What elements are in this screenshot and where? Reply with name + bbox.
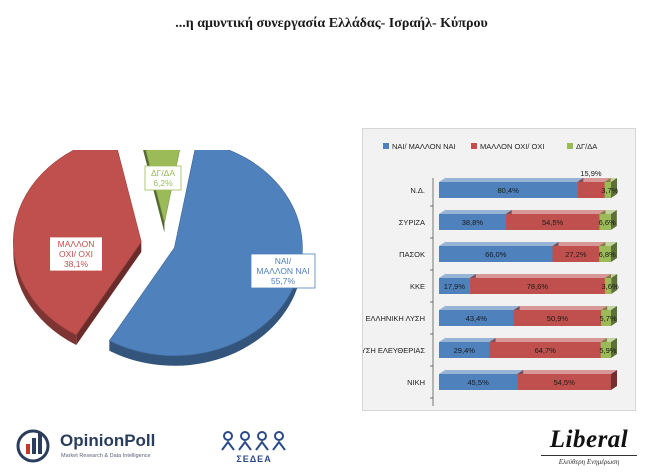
legend-item: ΔΓ/ΔΑ: [567, 142, 597, 151]
opinionpoll-logo: OpinionPoll Market Research & Data Intel…: [14, 426, 204, 466]
sedea-name: ΣΕΔΕΑ: [236, 454, 272, 464]
bar-segment: [604, 178, 617, 198]
pie-value-label: 55,7%: [271, 276, 296, 286]
category-label: ΕΛΛΗΝΙΚΗ ΛΥΣΗ: [365, 314, 425, 323]
liberal-logo: Liberal Ελεύθερη Ενημέρωση: [533, 426, 645, 470]
bar-value-label: 29,4%: [454, 346, 476, 355]
liberal-tagline: Ελεύθερη Ενημέρωση: [558, 458, 620, 466]
bar-value-label: 3,7%: [601, 186, 618, 195]
bar-value-label: 6,8%: [599, 250, 616, 259]
bar-value-label: 38,8%: [462, 218, 484, 227]
legend-item: ΜΑΛΛΟΝ ΟΧΙ/ ΟΧΙ: [471, 142, 544, 151]
legend-item: ΝΑΙ/ ΜΑΛΛΟΝ ΝΑΙ: [383, 142, 456, 151]
pie-category-label: ΜΑΛΛΟΝ: [58, 239, 95, 249]
bar-value-label: 50,9%: [547, 314, 569, 323]
pie-value-label: 6,2%: [153, 178, 173, 188]
bar-value-label: 17,9%: [444, 282, 466, 291]
category-label: ΚΚΕ: [410, 282, 425, 291]
category-label: ΣΥΡΙΖΑ: [399, 218, 425, 227]
pie-category-label: ΔΓ/ΔΑ: [151, 168, 175, 178]
bar-segment: [599, 210, 617, 230]
opinionpoll-tagline: Market Research & Data Intelligence: [61, 453, 151, 459]
bar-value-label: 54,5%: [542, 218, 564, 227]
bar-segment: [517, 370, 617, 390]
pie-value-label: 38,1%: [64, 259, 89, 269]
pie-slice-1: [108, 150, 303, 366]
bar-value-label: 15,9%: [580, 169, 602, 178]
bar-value-label: 45,5%: [467, 378, 489, 387]
legend-label: ΔΓ/ΔΑ: [576, 142, 597, 151]
liberal-name: Liberal: [549, 426, 629, 453]
category-label: ΝΙΚΗ: [407, 378, 425, 387]
sedea-mark-icon: [221, 431, 286, 451]
stacked-bar-chart-panel: ΝΑΙ/ ΜΑΛΛΟΝ ΝΑΙ ΜΑΛΛΟΝ ΟΧΙ/ ΟΧΙ ΔΓ/ΔΑ Ν.Δ. 8…: [362, 128, 636, 411]
bar-value-label: 66,0%: [485, 250, 507, 259]
legend-label: ΝΑΙ/ ΜΑΛΛΟΝ ΝΑΙ: [392, 142, 456, 151]
category-label: ΠΛΕΥΣΗ ΕΛΕΥΘΕΡΙΑΣ: [363, 346, 425, 355]
category-label: ΠΑΣΟΚ: [399, 250, 425, 259]
bar-value-label: 5,9%: [599, 346, 616, 355]
pie-category-label: ΟΧΙ/ ΟΧΙ: [59, 249, 93, 259]
pie-category-label: ΜΑΛΛΟΝ ΝΑΙ: [256, 266, 309, 276]
pie-slice-edge: [76, 241, 142, 345]
bar-value-label: 27,2%: [565, 250, 587, 259]
bar-value-label: 54,5%: [553, 378, 575, 387]
sedea-logo: ΣΕΔΕΑ: [214, 428, 294, 468]
bar-segment: [601, 306, 617, 326]
pie-category-label: ΝΑΙ/: [275, 256, 292, 266]
stacked-bar-chart: ΝΑΙ/ ΜΑΛΛΟΝ ΝΑΙ ΜΑΛΛΟΝ ΟΧΙ/ ΟΧΙ ΔΓ/ΔΑ Ν.Δ. 8…: [363, 142, 619, 406]
bar-segment: [604, 274, 618, 294]
bar-segment: [439, 242, 559, 262]
legend-label: ΜΑΛΛΟΝ ΟΧΙ/ ΟΧΙ: [480, 142, 544, 151]
page-title: ...η αμυντική συνεργασία Ελλάδας- Ισραήλ…: [175, 16, 488, 31]
bar-value-label: 3,6%: [602, 282, 619, 291]
liberal-underline: [541, 455, 637, 456]
bar-value-label: 78,6%: [527, 282, 549, 291]
pie-label-3: ΔΓ/ΔΑ6,2%: [144, 165, 182, 191]
opinionpoll-name: OpinionPoll: [60, 431, 156, 450]
bar-value-label: 5,7%: [600, 314, 617, 323]
bar-value-label: 43,4%: [466, 314, 488, 323]
bar-value-label: 80,4%: [498, 186, 520, 195]
bar-segment: [600, 338, 617, 358]
pie-slice-3: [143, 150, 180, 233]
category-label: Ν.Δ.: [410, 186, 425, 195]
legend-swatch: [383, 143, 389, 149]
bar-value-label: 64,7%: [535, 346, 557, 355]
chart-legend: ΝΑΙ/ ΜΑΛΛΟΝ ΝΑΙ ΜΑΛΛΟΝ ΟΧΙ/ ΟΧΙ ΔΓ/ΔΑ: [383, 142, 597, 151]
legend-swatch: [567, 143, 573, 149]
bar-segment: [599, 242, 617, 262]
bar-value-label: 6,6%: [599, 218, 616, 227]
opinionpoll-mark-icon: [16, 429, 50, 463]
legend-swatch: [471, 143, 477, 149]
